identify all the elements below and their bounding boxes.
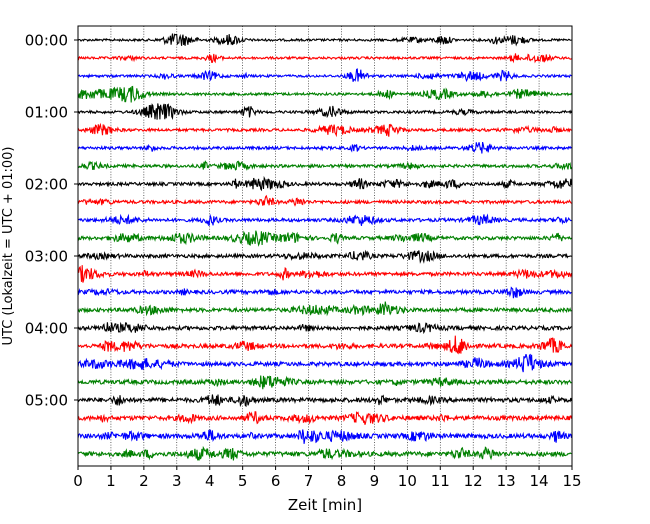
- x-tick-label: 15: [562, 472, 581, 490]
- x-tick-label: 8: [337, 472, 347, 490]
- x-tick-label: 3: [172, 472, 182, 490]
- x-tick-label: 13: [497, 472, 516, 490]
- x-tick-label: 6: [271, 472, 281, 490]
- trace-row-13: [77, 265, 573, 283]
- y-axis-label: UTC (Lokalzeit = UTC + 01:00): [1, 147, 16, 346]
- y-tick-label: 01:00: [25, 104, 68, 122]
- x-tick-label: 9: [370, 472, 380, 490]
- trace-row-16: [77, 321, 572, 335]
- trace-row-2: [77, 68, 572, 83]
- trace-row-12: [77, 249, 572, 264]
- trace-row-23: [77, 445, 572, 461]
- y-tick-label: 03:00: [25, 248, 68, 266]
- trace-row-0: [77, 33, 572, 47]
- x-tick-label: 0: [73, 472, 83, 490]
- trace-row-20: [77, 394, 573, 408]
- trace-row-17: [77, 335, 573, 355]
- trace-row-22: [77, 429, 573, 444]
- y-tick-label: 00:00: [25, 32, 68, 50]
- y-tick-label: 05:00: [25, 392, 68, 410]
- x-tick-label: 11: [431, 472, 450, 490]
- trace-row-19: [77, 375, 572, 390]
- x-tick-label: 1: [106, 472, 116, 490]
- trace-row-7: [77, 160, 573, 171]
- x-tick-label: 4: [205, 472, 215, 490]
- trace-row-10: [77, 213, 572, 226]
- x-tick-label: 2: [139, 472, 149, 490]
- trace-row-9: [77, 194, 572, 207]
- axis-layer: 0 1 2 3 4 5 6 7 8 9 10 11 12 13 14 1500:0001:0002:0003:…: [25, 32, 582, 491]
- x-tick-label: 10: [398, 472, 417, 490]
- x-tick-label: 12: [464, 472, 483, 490]
- trace-row-6: [77, 141, 572, 154]
- x-tick-label: 5: [238, 472, 248, 490]
- trace-row-3: [77, 85, 573, 103]
- trace-row-8: [77, 175, 573, 192]
- trace-row-18: [77, 353, 573, 373]
- x-tick-label: 14: [530, 472, 549, 490]
- x-tick-label: 7: [304, 472, 314, 490]
- plot-frame: [77, 25, 573, 467]
- y-tick-label: 04:00: [25, 320, 68, 338]
- y-tick-label: 02:00: [25, 176, 68, 194]
- trace-row-11: [77, 230, 572, 247]
- x-axis-label: Zeit [min]: [288, 496, 362, 514]
- trace-row-1: [77, 53, 572, 64]
- trace-layer: [77, 33, 573, 461]
- trace-row-15: [77, 301, 572, 317]
- trace-row-21: [77, 411, 573, 425]
- grid-layer: [110, 26, 540, 466]
- trace-row-5: [77, 122, 572, 138]
- trace-row-4: [77, 103, 573, 121]
- trace-row-14: [77, 286, 572, 299]
